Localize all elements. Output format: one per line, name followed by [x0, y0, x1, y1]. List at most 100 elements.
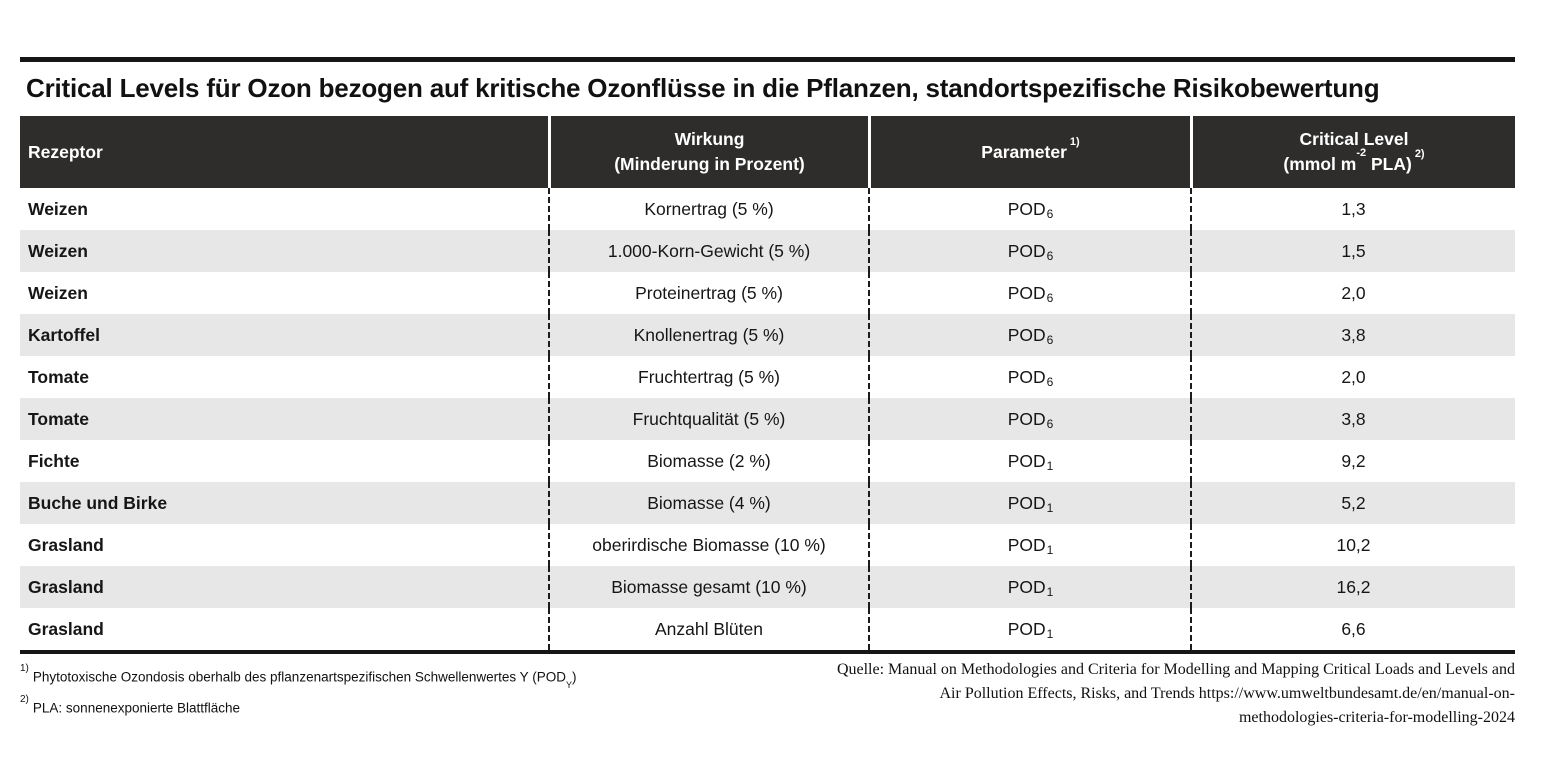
parameter-base: POD [1007, 450, 1046, 471]
cell-rezeptor: Tomate [28, 366, 89, 387]
cell-critical-level: 6,6 [1190, 608, 1515, 650]
cell-parameter: POD 6 [868, 356, 1190, 398]
cell-parameter: POD 1 [868, 566, 1190, 608]
table-row: Grasland oberirdische Biomasse (10 %) PO… [20, 524, 1515, 566]
footnote-ref-1: 1) [1069, 135, 1080, 148]
cell-wirkung: Anzahl Blüten [548, 608, 868, 650]
parameter-base: POD [1007, 408, 1046, 429]
parameter-base: POD [1007, 618, 1046, 639]
table-row: Weizen Proteinertrag (5 %) POD 6 2,0 [20, 272, 1515, 314]
cell-rezeptor: Buche und Birke [28, 492, 168, 513]
cell-parameter: POD 1 [868, 524, 1190, 566]
parameter-text: Parameter [981, 141, 1067, 162]
cell-critical-level: 2,0 [1190, 272, 1515, 314]
table-row: Weizen 1.000-Korn-Gewicht (5 %) POD 6 1,5 [20, 230, 1515, 272]
table-row: Kartoffel Knollenertrag (5 %) POD 6 3,8 [20, 314, 1515, 356]
parameter-base: POD [1007, 366, 1046, 387]
cell-rezeptor: Grasland [28, 618, 104, 639]
table-header-row: Rezeptor Wirkung (Minderung in Prozent) … [20, 116, 1515, 188]
column-header-parameter-label: Parameter 1) [981, 136, 1079, 165]
table-row: Buche und Birke Biomasse (4 %) POD 1 5,2 [20, 482, 1515, 524]
unit-exponent: -2 [1356, 147, 1367, 160]
footnote-1: 1)Phytotoxische Ozondosis oberhalb des p… [20, 660, 576, 691]
footnote-1-marker: 1) [20, 663, 29, 674]
parameter-base: POD [1007, 198, 1046, 219]
table-row: Tomate Fruchtertrag (5 %) POD 6 2,0 [20, 356, 1515, 398]
cell-wirkung: Fruchtqualität (5 %) [548, 398, 868, 440]
cell-wirkung: Biomasse (4 %) [548, 482, 868, 524]
footnote-ref-2: 2) [1414, 148, 1425, 161]
cell-parameter: POD 1 [868, 608, 1190, 650]
column-header-rezeptor: Rezeptor [20, 116, 548, 188]
table-body: Weizen Kornertrag (5 %) POD 6 1,3 Weizen … [20, 188, 1515, 650]
unit-mid: PLA) [1366, 154, 1412, 174]
cell-rezeptor: Weizen [28, 240, 88, 261]
cell-parameter: POD 6 [868, 398, 1190, 440]
cell-critical-level: 5,2 [1190, 482, 1515, 524]
source-attribution: Quelle: Manual on Methodologies and Crit… [837, 658, 1515, 730]
cell-parameter: POD 1 [868, 440, 1190, 482]
table-row: Weizen Kornertrag (5 %) POD 6 1,3 [20, 188, 1515, 230]
cell-rezeptor: Weizen [28, 198, 88, 219]
column-header-critical-level-line1: Critical Level [1299, 129, 1409, 149]
cell-parameter: POD 6 [868, 272, 1190, 314]
content-area: Critical Levels für Ozon bezogen auf kri… [20, 57, 1515, 730]
top-rule [20, 57, 1515, 62]
cell-rezeptor: Fichte [28, 450, 80, 471]
source-line-1: Quelle: Manual on Methodologies and Crit… [836, 661, 1515, 678]
column-header-parameter: Parameter 1) [868, 116, 1190, 188]
footnote-2: 2)PLA: sonnenexponierte Blattfläche [20, 691, 576, 722]
cell-critical-level: 3,8 [1190, 398, 1515, 440]
cell-rezeptor: Grasland [28, 534, 104, 555]
parameter-base: POD [1007, 492, 1046, 513]
footnote-2-text: PLA: sonnenexponierte Blattfläche [32, 700, 241, 715]
cell-critical-level: 16,2 [1190, 566, 1515, 608]
cell-critical-level: 9,2 [1190, 440, 1515, 482]
parameter-base: POD [1007, 240, 1046, 261]
table-row: Fichte Biomasse (2 %) POD 1 9,2 [20, 440, 1515, 482]
column-header-critical-level-line2: (mmol m-2 PLA) 2) [1283, 148, 1424, 177]
footer: 1)Phytotoxische Ozondosis oberhalb des p… [20, 660, 1515, 730]
table-row: Tomate Fruchtqualität (5 %) POD 6 3,8 [20, 398, 1515, 440]
cell-critical-level: 1,3 [1190, 188, 1515, 230]
cell-parameter: POD 6 [868, 230, 1190, 272]
column-header-wirkung: Wirkung (Minderung in Prozent) [548, 116, 868, 188]
parameter-base: POD [1007, 534, 1046, 555]
cell-critical-level: 10,2 [1190, 524, 1515, 566]
footnotes: 1)Phytotoxische Ozondosis oberhalb des p… [20, 660, 576, 730]
column-header-wirkung-line1: Wirkung [674, 129, 745, 149]
table-row: Grasland Anzahl Blüten POD 1 6,6 [20, 608, 1515, 650]
parameter-base: POD [1007, 576, 1046, 597]
cell-parameter: POD 1 [868, 482, 1190, 524]
parameter-base: POD [1007, 282, 1046, 303]
cell-critical-level: 2,0 [1190, 356, 1515, 398]
cell-critical-level: 1,5 [1190, 230, 1515, 272]
unit-pre: (mmol m [1283, 154, 1357, 174]
cell-wirkung: Kornertrag (5 %) [548, 188, 868, 230]
table-row: Grasland Biomasse gesamt (10 %) POD 1 16,… [20, 566, 1515, 608]
cell-wirkung: Proteinertrag (5 %) [548, 272, 868, 314]
cell-wirkung: 1.000-Korn-Gewicht (5 %) [548, 230, 868, 272]
cell-rezeptor: Weizen [28, 282, 88, 303]
cell-rezeptor: Tomate [28, 408, 89, 429]
cell-parameter: POD 6 [868, 314, 1190, 356]
cell-rezeptor: Grasland [28, 576, 104, 597]
column-header-wirkung-line2: (Minderung in Prozent) [614, 154, 805, 174]
cell-rezeptor: Kartoffel [28, 324, 100, 345]
source-line-2: Air Pollution Effects, Risks, and Trends… [939, 685, 1515, 702]
footnote-1-subscript: Y [565, 680, 572, 691]
parameter-base: POD [1007, 324, 1046, 345]
cell-wirkung: oberirdische Biomasse (10 %) [548, 524, 868, 566]
cell-critical-level: 3,8 [1190, 314, 1515, 356]
source-line-3: methodologies-criteria-for-modelling-202… [1238, 709, 1515, 726]
critical-levels-table: Rezeptor Wirkung (Minderung in Prozent) … [20, 116, 1515, 654]
cell-wirkung: Biomasse gesamt (10 %) [548, 566, 868, 608]
column-header-rezeptor-label: Rezeptor [28, 141, 103, 162]
cell-wirkung: Knollenertrag (5 %) [548, 314, 868, 356]
cell-wirkung: Biomasse (2 %) [548, 440, 868, 482]
page-title: Critical Levels für Ozon bezogen auf kri… [26, 73, 1380, 103]
footnote-2-marker: 2) [20, 693, 29, 705]
column-header-critical-level: Critical Level (mmol m-2 PLA) 2) [1190, 116, 1515, 188]
cell-parameter: POD 6 [868, 188, 1190, 230]
